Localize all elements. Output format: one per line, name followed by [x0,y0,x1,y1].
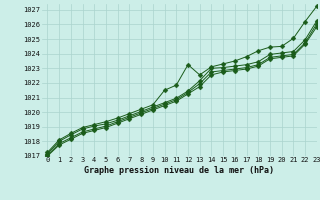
X-axis label: Graphe pression niveau de la mer (hPa): Graphe pression niveau de la mer (hPa) [84,166,274,175]
